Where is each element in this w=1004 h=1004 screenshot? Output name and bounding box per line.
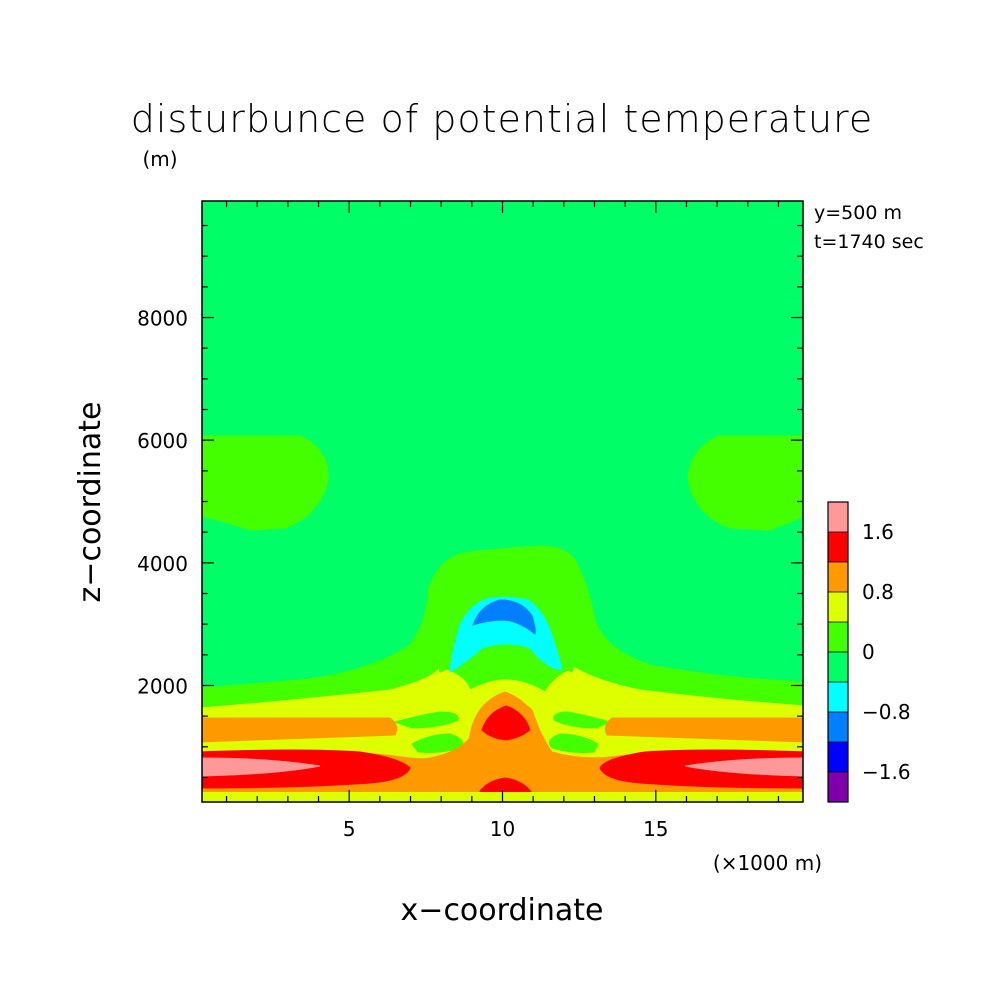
x-tick-label: 15 xyxy=(643,817,668,841)
contour-region-pink-right xyxy=(684,757,803,777)
colorbar-swatch xyxy=(828,532,848,562)
colorbar-tick-label: −1.6 xyxy=(862,760,911,784)
colorbar: 1.6 0.8 0 −0.8 −1.6 xyxy=(827,501,911,803)
y-tick-label: 2000 xyxy=(137,674,188,698)
y-axis-label: z−coordinate xyxy=(73,402,108,603)
axis-ticks xyxy=(202,201,803,802)
x-unit-label: (×1000 m) xyxy=(713,851,822,875)
colorbar-swatch xyxy=(828,742,848,772)
colorbar-swatch xyxy=(828,652,848,682)
contour-region-green-pocket-right xyxy=(553,711,612,729)
contour-region-blue-core xyxy=(472,599,536,635)
colorbar-swatch xyxy=(828,592,848,622)
annotation-t: t=1740 sec xyxy=(814,231,924,253)
colorbar-swatch xyxy=(828,562,848,592)
y-tick-label: 4000 xyxy=(137,552,188,576)
colorbar-tick-label: 0 xyxy=(862,640,875,664)
contour-region-red-center-upper xyxy=(481,705,531,741)
contour-field xyxy=(202,201,803,802)
chart-title: disturbunce of potential temperature xyxy=(131,97,873,141)
y-unit-label: (m) xyxy=(142,147,177,171)
colorbar-tick-label: 1.6 xyxy=(862,520,894,544)
contour-region-orange xyxy=(202,717,803,743)
contour-region-green-pocket-left xyxy=(393,711,459,729)
contour-region-left-lobe xyxy=(202,435,329,531)
colorbar-swatch xyxy=(828,622,848,652)
contour-region-right-lobe xyxy=(687,435,803,531)
y-tick-label: 6000 xyxy=(137,429,188,453)
x-tick-label: 10 xyxy=(490,817,515,841)
colorbar-swatch xyxy=(828,682,848,712)
contour-region-green-pocket-right-low xyxy=(548,733,599,753)
colorbar-swatch xyxy=(828,712,848,742)
colorbar-swatch xyxy=(828,772,848,802)
annotation-y: y=500 m xyxy=(814,202,902,224)
contour-region-green-pocket-left-low xyxy=(411,733,463,753)
contour-region-pink-left xyxy=(202,757,321,777)
colorbar-tick-label: 0.8 xyxy=(862,580,894,604)
axis-tick-labels: 5 10 15 2000 4000 6000 8000 xyxy=(137,307,668,841)
colorbar-swatch xyxy=(828,502,848,532)
y-tick-label: 8000 xyxy=(137,307,188,331)
x-axis-label: x−coordinate xyxy=(401,893,604,928)
x-tick-label: 5 xyxy=(343,817,356,841)
colorbar-tick-label: −0.8 xyxy=(862,700,911,724)
